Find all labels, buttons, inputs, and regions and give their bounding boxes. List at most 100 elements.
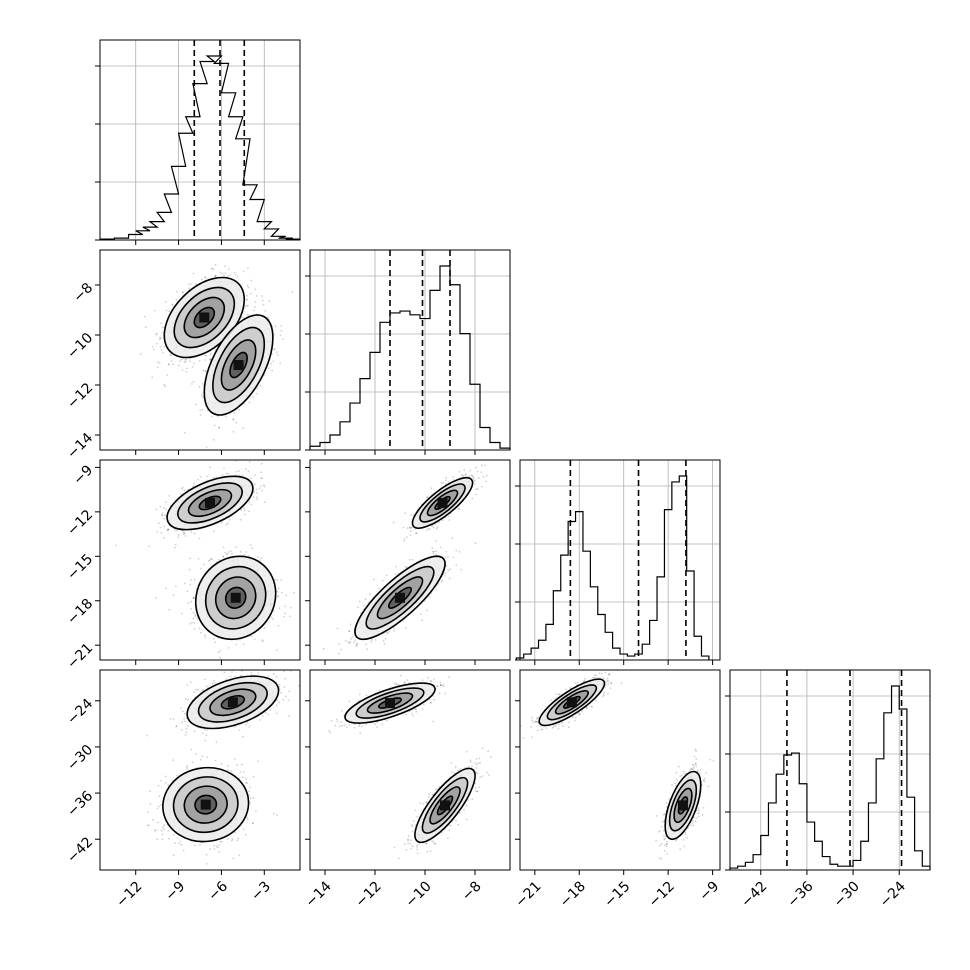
scatter-point xyxy=(254,301,257,303)
scatter-point xyxy=(193,482,196,485)
scatter-point xyxy=(283,616,286,618)
scatter-point xyxy=(225,523,228,526)
scatter-point xyxy=(232,418,235,421)
scatter-point xyxy=(186,590,189,593)
x-tick-label: −36 xyxy=(784,878,816,910)
scatter-point xyxy=(209,358,212,361)
scatter-point xyxy=(221,474,224,477)
scatter-point xyxy=(160,514,163,516)
scatter-point xyxy=(187,602,190,605)
scatter-point xyxy=(254,288,257,291)
scatter-point xyxy=(204,354,207,357)
scatter-panel-1-0: −14−12−10−8 xyxy=(64,249,301,462)
scatter-point xyxy=(245,551,248,553)
scatter-point xyxy=(256,492,258,494)
scatter-point xyxy=(364,598,367,601)
scatter-point xyxy=(188,287,191,290)
scatter-point xyxy=(415,532,418,535)
scatter-point xyxy=(277,624,280,627)
scatter-point xyxy=(193,597,195,599)
contour-line-0-2 xyxy=(187,488,233,518)
scatter-point xyxy=(403,538,406,540)
contour-line-1-1 xyxy=(212,326,266,404)
scatter-point xyxy=(201,278,203,281)
scatter-point xyxy=(154,597,157,599)
scatter-point xyxy=(210,558,213,561)
scatter-point xyxy=(168,363,170,366)
scatter-point xyxy=(256,387,258,390)
scatter-point xyxy=(229,274,231,277)
scatter-point xyxy=(219,271,222,274)
scatter-point xyxy=(193,578,196,581)
scatter-point xyxy=(198,627,201,630)
scatter-point xyxy=(217,415,219,418)
contour-line-1-3 xyxy=(229,351,248,379)
scatter-point xyxy=(190,607,193,610)
scatter-point xyxy=(275,351,278,354)
scatter-point xyxy=(159,322,162,325)
scatter-point xyxy=(276,354,279,356)
scatter-point xyxy=(235,470,238,473)
scatter-point xyxy=(166,374,169,376)
panel-frame xyxy=(99,249,301,451)
scatter-point xyxy=(228,518,231,521)
panel-background xyxy=(310,460,510,660)
scatter-point xyxy=(276,579,279,581)
scatter-point xyxy=(280,325,283,327)
density-peak-0 xyxy=(199,312,210,323)
scatter-point xyxy=(257,556,259,558)
scatter-point xyxy=(255,496,258,499)
panel-frame xyxy=(99,459,301,661)
scatter-point xyxy=(161,326,164,329)
y-tick-label: −10 xyxy=(64,330,96,362)
scatter-point xyxy=(183,582,186,585)
scatter-point xyxy=(194,283,197,286)
scatter-point xyxy=(392,521,395,524)
scatter-point xyxy=(164,300,167,303)
scatter-point xyxy=(393,630,395,632)
scatter-point xyxy=(242,427,245,430)
scatter-point xyxy=(182,291,185,294)
scatter-point xyxy=(458,470,461,473)
scatter-point xyxy=(253,483,256,486)
scatter-point xyxy=(462,474,464,477)
scatter-point xyxy=(184,360,187,363)
histogram-step-line xyxy=(309,265,511,450)
scatter-point xyxy=(349,640,352,643)
scatter-point xyxy=(214,263,217,266)
scatter-point xyxy=(253,638,256,640)
scatter-point xyxy=(219,649,222,652)
scatter-point xyxy=(249,477,252,480)
scatter-point xyxy=(262,303,265,306)
scatter-point xyxy=(163,383,166,386)
scatter-point xyxy=(192,596,195,599)
scatter-point xyxy=(174,546,176,549)
scatter-point xyxy=(263,501,266,504)
scatter-point xyxy=(189,557,192,560)
scatter-point xyxy=(441,519,444,522)
scatter-point xyxy=(151,346,154,348)
contour-line-0-2 xyxy=(183,296,226,339)
scatter-point xyxy=(211,415,213,418)
scatter-point xyxy=(167,528,170,530)
scatter-point xyxy=(188,360,191,363)
scatter-point xyxy=(155,332,158,335)
scatter-point xyxy=(277,594,280,597)
scatter-point xyxy=(452,476,455,479)
scatter-point xyxy=(235,643,238,646)
scatter-point xyxy=(163,507,165,509)
scatter-point xyxy=(235,421,238,424)
scatter-point xyxy=(480,471,483,473)
scatter-point xyxy=(225,472,228,475)
scatter-point xyxy=(261,639,264,642)
scatter-point xyxy=(139,353,142,355)
scatter-point xyxy=(211,267,214,270)
scatter-point xyxy=(260,471,262,474)
scatter-point xyxy=(190,283,192,285)
scatter-point xyxy=(402,526,405,529)
scatter-point xyxy=(322,647,325,650)
scatter-point xyxy=(448,577,451,580)
scatter-point xyxy=(270,362,272,365)
scatter-point xyxy=(258,487,261,490)
scatter-point xyxy=(448,481,450,483)
